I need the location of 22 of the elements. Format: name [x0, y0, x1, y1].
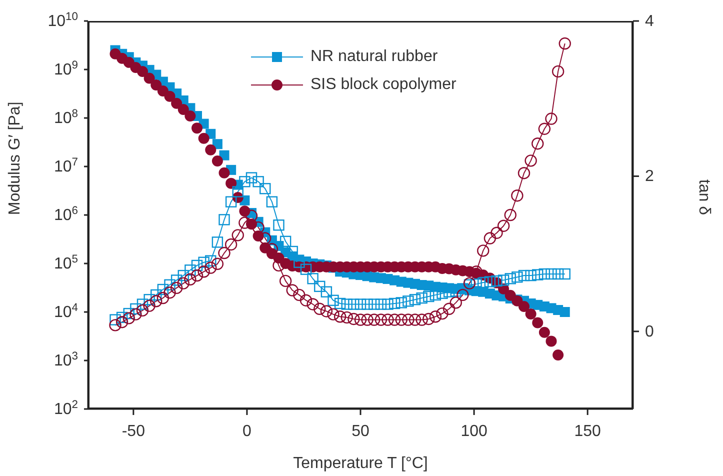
x-tick-label: 150	[574, 423, 602, 440]
y2-tick-label: 2	[645, 168, 654, 186]
y2-tick-label: 0	[645, 323, 654, 340]
y-axis-title: Modulus G′ [Pa]	[6, 102, 24, 215]
y-tick-label: 10$^{8}$	[54, 108, 78, 127]
y-tick-label: 10$^{7}$	[54, 156, 78, 176]
y-tick-label: 10$^{2}$	[54, 399, 78, 418]
y-tick-label: 10$^{4}$	[54, 302, 78, 321]
x-tick-label: 50	[352, 423, 370, 440]
y-tick-label: 10$^{9}$	[54, 60, 78, 78]
legend-label: SIS block copolymer	[310, 76, 456, 94]
y-tick-label: 10$^{6}$	[54, 205, 78, 224]
y2-tick-label: 4	[645, 13, 654, 30]
x-axis-title: Temperature T [°C]	[293, 455, 428, 472]
y-tick-label: 10$^{5}$	[54, 254, 78, 272]
y-tick-label: 10$^{10}$	[48, 11, 78, 30]
x-tick-label: -50	[122, 423, 146, 440]
y-tick-label: 10$^{3}$	[54, 350, 78, 370]
x-tick-label: 100	[460, 423, 488, 440]
legend-label: NR natural rubber	[310, 48, 438, 66]
y2-axis-title: tan δ	[695, 179, 712, 216]
x-tick-label: 0	[242, 423, 252, 440]
